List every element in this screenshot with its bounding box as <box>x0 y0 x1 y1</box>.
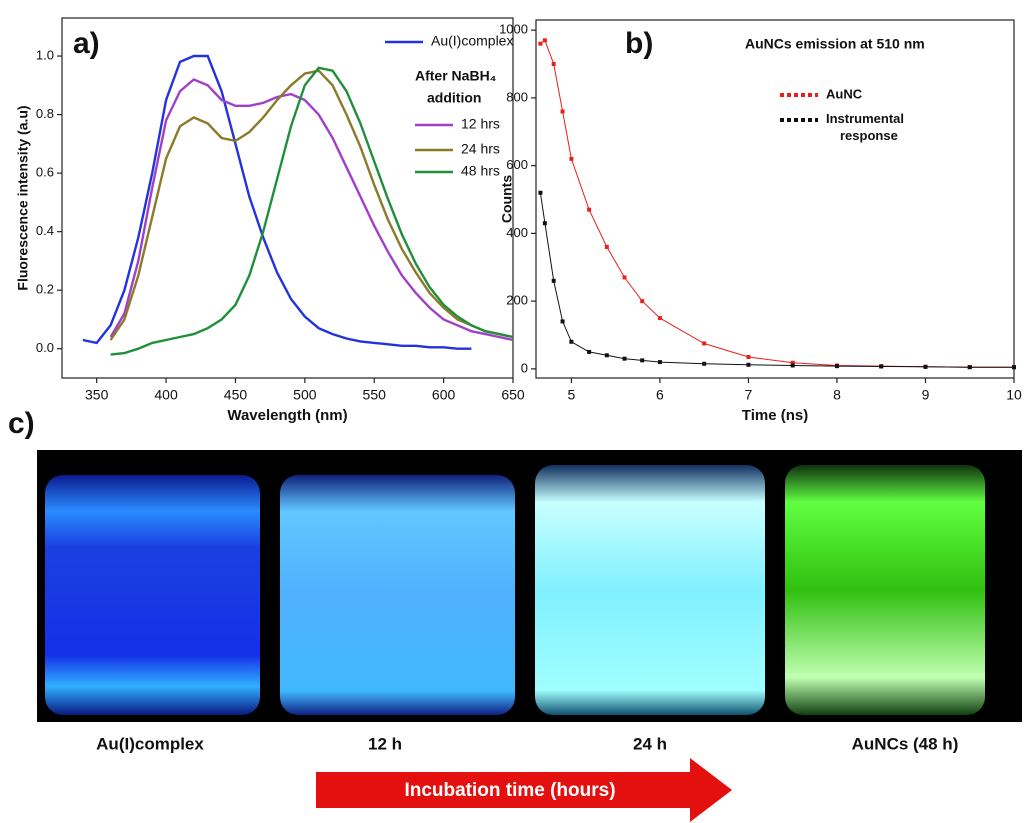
legend-label: AuNC <box>826 86 863 101</box>
legend-label: 48 hrs <box>461 163 500 179</box>
plot-frame <box>535 19 1015 379</box>
arrow-text: Incubation time (hours) <box>404 780 615 801</box>
caption: Au(I)complex <box>96 734 204 753</box>
marker <box>702 361 707 366</box>
panel-label: c) <box>8 407 35 440</box>
x-tick-label: 5 <box>568 387 576 403</box>
marker <box>1012 365 1016 370</box>
y-tick-label: 1.0 <box>36 47 54 62</box>
x-tick-label: 9 <box>922 387 930 403</box>
marker <box>702 341 707 346</box>
y-tick-label: 400 <box>506 225 528 240</box>
caption: AuNCs (48 h) <box>852 734 959 753</box>
x-tick-label: 550 <box>363 387 387 403</box>
legend-label-line: response <box>840 128 898 143</box>
y-tick-label: 1000 <box>499 22 528 37</box>
legend-label: Instrumental response <box>826 111 904 143</box>
marker <box>560 109 565 114</box>
marker <box>569 339 574 344</box>
x-tick-label: 600 <box>432 387 456 403</box>
x-tick-label: 500 <box>293 387 317 403</box>
x-tick-label: 450 <box>224 387 248 403</box>
y-tick-label: 0.8 <box>36 106 54 121</box>
marker <box>879 364 884 369</box>
marker <box>551 62 556 67</box>
marker <box>542 221 547 226</box>
marker <box>604 353 609 358</box>
marker <box>538 190 543 195</box>
x-axis-label: Time (ns) <box>742 407 808 424</box>
vial <box>45 475 260 715</box>
marker <box>790 360 795 365</box>
plot-frame <box>61 17 514 379</box>
marker <box>790 363 795 368</box>
y-tick-label: 200 <box>506 293 528 308</box>
legend-title: After NaBH₄ <box>415 68 496 84</box>
marker <box>569 156 574 161</box>
legend-label: 24 hrs <box>461 141 500 157</box>
marker <box>538 41 543 46</box>
vial <box>280 475 515 715</box>
x-tick-label: 350 <box>85 387 109 403</box>
legend-label: Au(I)complex <box>431 33 513 49</box>
chart-title: AuNCs emission at 510 nm <box>745 36 925 52</box>
marker <box>551 278 556 283</box>
marker <box>746 362 751 367</box>
legend-label-line: Instrumental <box>826 111 904 126</box>
marker <box>587 207 592 212</box>
x-tick-label: 6 <box>656 387 664 403</box>
y-axis-label: Fluorescence intensity (a.u) <box>15 105 31 290</box>
marker <box>640 358 645 363</box>
series-line <box>540 39 1014 368</box>
marker <box>746 355 751 360</box>
marker <box>622 275 627 280</box>
series-line <box>109 78 514 342</box>
x-tick-label: 400 <box>154 387 178 403</box>
x-axis-label: Wavelength (nm) <box>227 407 347 424</box>
marker <box>640 299 645 304</box>
caption: 24 h <box>633 734 667 753</box>
series-line <box>539 192 1014 368</box>
marker <box>657 360 662 365</box>
x-tick-label: 8 <box>833 387 841 403</box>
y-tick-label: 0.6 <box>36 165 54 180</box>
x-tick-label: 7 <box>745 387 753 403</box>
y-tick-label: 600 <box>506 157 528 172</box>
vial <box>785 465 985 715</box>
marker <box>657 316 662 321</box>
y-tick-label: 800 <box>506 89 528 104</box>
legend-title: addition <box>427 90 481 106</box>
arrow <box>316 758 732 822</box>
marker <box>923 364 928 369</box>
series-line <box>109 69 514 341</box>
marker <box>560 319 565 324</box>
panel-label: b) <box>625 27 653 60</box>
marker <box>834 364 839 369</box>
series-line <box>82 54 472 350</box>
vial <box>535 465 765 715</box>
y-tick-label: 0.4 <box>36 223 54 238</box>
marker <box>587 349 592 354</box>
y-tick-label: 0.2 <box>36 282 54 297</box>
caption: 12 h <box>368 734 402 753</box>
y-tick-label: 0.0 <box>36 340 54 355</box>
series-line <box>110 66 514 356</box>
y-tick-label: 0 <box>521 360 528 375</box>
legend-label: 12 hrs <box>461 116 500 132</box>
panel-label: a) <box>73 27 100 60</box>
marker <box>967 365 972 370</box>
marker <box>622 356 627 361</box>
x-tick-label: 10 <box>1006 387 1022 403</box>
marker <box>604 244 609 249</box>
marker <box>542 38 547 43</box>
x-tick-label: 650 <box>501 387 525 403</box>
y-axis-label: Counts <box>499 175 515 223</box>
